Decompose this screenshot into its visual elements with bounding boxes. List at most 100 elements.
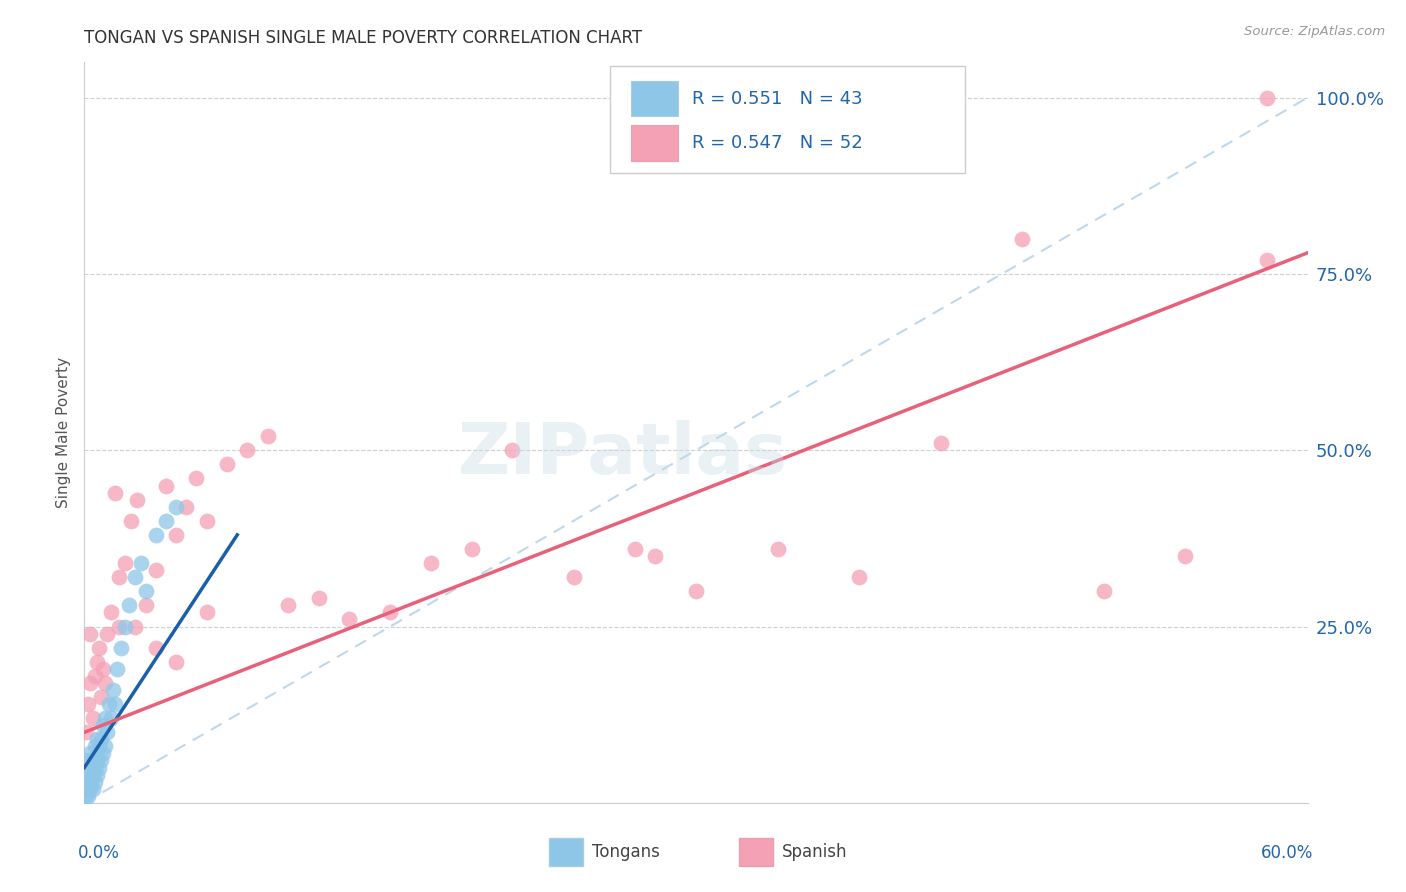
Point <box>644 549 666 563</box>
Point <box>83 774 105 789</box>
Point <box>91 747 114 761</box>
Point <box>83 739 105 754</box>
Bar <box>631 126 678 161</box>
Point <box>339 612 361 626</box>
Point <box>77 789 100 803</box>
Point <box>108 619 131 633</box>
Point <box>75 774 97 789</box>
Point <box>165 528 187 542</box>
Point <box>104 485 127 500</box>
Point <box>131 556 153 570</box>
Point <box>461 541 484 556</box>
Text: Spanish: Spanish <box>782 843 846 861</box>
Point <box>1011 232 1033 246</box>
Point <box>82 781 104 796</box>
Point <box>75 781 97 796</box>
Point <box>380 606 402 620</box>
Point <box>100 711 122 725</box>
Point <box>96 626 118 640</box>
Point <box>97 697 120 711</box>
Text: 0.0%: 0.0% <box>79 844 120 862</box>
Point <box>82 767 104 781</box>
Point <box>145 563 167 577</box>
Point <box>90 732 112 747</box>
Text: TONGAN VS SPANISH SINGLE MALE POVERTY CORRELATION CHART: TONGAN VS SPANISH SINGLE MALE POVERTY CO… <box>84 29 643 47</box>
Point <box>90 754 112 768</box>
Point <box>502 443 524 458</box>
Point <box>308 591 330 606</box>
Point <box>75 789 97 803</box>
Point <box>217 458 239 472</box>
Text: 60.0%: 60.0% <box>1261 844 1313 862</box>
Point <box>848 570 870 584</box>
Point <box>624 541 647 556</box>
Point <box>104 697 127 711</box>
Point <box>174 500 197 514</box>
Point <box>79 626 101 640</box>
FancyBboxPatch shape <box>610 66 965 173</box>
Point <box>124 619 146 633</box>
Point <box>87 760 110 774</box>
Point <box>1092 584 1115 599</box>
Bar <box>738 838 773 866</box>
Point <box>83 669 105 683</box>
Point <box>93 676 115 690</box>
Point <box>93 739 115 754</box>
Point <box>420 556 443 570</box>
Point <box>100 606 122 620</box>
Point <box>77 754 100 768</box>
Point <box>77 767 100 781</box>
Point <box>83 760 105 774</box>
Text: Tongans: Tongans <box>592 843 659 861</box>
Point <box>1256 252 1278 267</box>
Point <box>91 718 114 732</box>
Point <box>165 655 187 669</box>
Point <box>236 443 259 458</box>
Point <box>124 570 146 584</box>
Point <box>195 606 218 620</box>
Point <box>155 478 177 492</box>
Point <box>82 711 104 725</box>
Point <box>135 599 157 613</box>
Point <box>90 690 112 704</box>
Point <box>75 725 97 739</box>
Point <box>685 584 707 599</box>
Bar <box>550 838 583 866</box>
Point <box>101 683 124 698</box>
Point <box>86 732 108 747</box>
Point <box>145 640 167 655</box>
Point <box>79 760 101 774</box>
Point <box>79 747 101 761</box>
Point <box>105 662 128 676</box>
Point <box>108 570 131 584</box>
Point <box>145 528 167 542</box>
Point <box>79 676 101 690</box>
Point <box>86 655 108 669</box>
Point <box>562 570 585 584</box>
Point <box>165 500 187 514</box>
Bar <box>631 81 678 117</box>
Text: Source: ZipAtlas.com: Source: ZipAtlas.com <box>1244 25 1385 38</box>
Text: R = 0.547   N = 52: R = 0.547 N = 52 <box>692 134 863 153</box>
Point <box>91 662 114 676</box>
Point <box>120 514 142 528</box>
Text: R = 0.551   N = 43: R = 0.551 N = 43 <box>692 90 863 108</box>
Point <box>1174 549 1197 563</box>
Text: ZIPatlas: ZIPatlas <box>457 420 787 490</box>
Point <box>277 599 299 613</box>
Point <box>929 436 952 450</box>
Point <box>86 754 108 768</box>
Point <box>82 754 104 768</box>
Point <box>87 739 110 754</box>
Point <box>114 619 136 633</box>
Point <box>114 556 136 570</box>
Point <box>86 767 108 781</box>
Point <box>77 781 100 796</box>
Point <box>127 492 149 507</box>
Point <box>96 725 118 739</box>
Point <box>257 429 280 443</box>
Point <box>118 599 141 613</box>
Y-axis label: Single Male Poverty: Single Male Poverty <box>56 357 72 508</box>
Point <box>77 697 100 711</box>
Point <box>79 781 101 796</box>
